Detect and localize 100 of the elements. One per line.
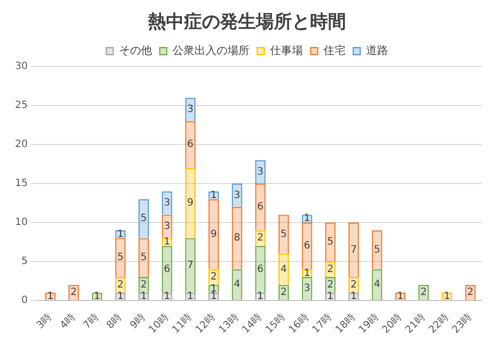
data-label: 2 — [210, 272, 217, 283]
x-tick-label: 10時 — [146, 311, 171, 336]
legend-label: 住宅 — [323, 44, 346, 57]
data-label: 7 — [350, 244, 357, 256]
y-tick-label: 30 — [14, 61, 28, 72]
x-tick-label: 22時 — [426, 311, 451, 336]
data-label: 8 — [234, 232, 240, 244]
bar — [185, 238, 196, 293]
data-label: 1 — [117, 228, 124, 240]
data-label: 2 — [420, 286, 427, 298]
x-tick-label: 4時 — [58, 311, 78, 332]
data-label: 6 — [257, 202, 264, 212]
bar — [278, 214, 289, 254]
data-label: 6 — [304, 240, 310, 252]
bar — [255, 184, 266, 230]
x-tick-label: 8時 — [104, 311, 124, 332]
data-label: 5 — [140, 213, 147, 224]
data-label: 2 — [140, 279, 147, 290]
bar — [138, 238, 149, 278]
data-label: 1 — [210, 190, 217, 201]
data-label: 1 — [304, 213, 310, 224]
data-label: 2 — [257, 232, 264, 244]
data-label: 2 — [350, 279, 357, 290]
bar — [372, 230, 382, 270]
data-label: 4 — [374, 279, 380, 290]
bar — [185, 168, 196, 238]
data-label: 5 — [327, 236, 334, 248]
data-label: 4 — [234, 279, 240, 290]
data-label: 4 — [280, 264, 287, 275]
x-tick-label: 15時 — [263, 311, 288, 336]
x-tick-label: 12時 — [193, 311, 218, 336]
data-label: 1 — [187, 290, 194, 302]
data-label: 6 — [164, 264, 170, 275]
x-tick-label: 14時 — [240, 311, 264, 336]
data-label: 3 — [257, 166, 264, 178]
data-label: 5 — [280, 228, 287, 240]
data-label: 5 — [374, 244, 380, 256]
data-label: 1 — [257, 290, 264, 302]
bar — [115, 238, 126, 278]
data-label: 1 — [210, 290, 217, 302]
data-label: 2 — [327, 279, 334, 290]
data-label: 3 — [234, 190, 240, 201]
y-tick-label: 0 — [21, 295, 28, 306]
x-tick-label: 3時 — [34, 311, 54, 332]
y-tick-label: 20 — [14, 139, 28, 150]
data-label: 2 — [117, 279, 124, 290]
x-tick-label: 11時 — [170, 311, 194, 336]
x-tick-label: 9時 — [128, 311, 148, 332]
bar — [138, 199, 149, 238]
data-label: 3 — [164, 220, 170, 232]
data-label: 1 — [164, 290, 170, 302]
data-label: 5 — [140, 252, 147, 264]
data-label: 2 — [327, 264, 334, 275]
data-label: 9 — [187, 198, 194, 209]
data-label: 2 — [70, 286, 77, 298]
chart-title: 熱中症の発生場所と時間 — [147, 11, 346, 32]
x-tick-label: 21時 — [403, 311, 428, 336]
x-tick-label: 19時 — [356, 311, 381, 336]
legend-label: 道路 — [366, 44, 388, 57]
data-label: 1 — [47, 290, 54, 302]
bar — [185, 121, 196, 168]
data-label: 1 — [117, 290, 124, 302]
x-tick-label: 23時 — [450, 311, 474, 336]
data-label: 6 — [187, 139, 194, 150]
data-label: 9 — [210, 228, 217, 240]
bar — [255, 246, 266, 293]
x-tick-label: 7時 — [80, 311, 102, 332]
bar — [162, 246, 172, 293]
legend-label: その他 — [118, 44, 152, 57]
data-label: 2 — [467, 286, 474, 298]
x-tick-label: 17時 — [310, 311, 334, 336]
data-label: 1 — [397, 290, 404, 302]
legend-label: 仕事場 — [270, 44, 303, 57]
bar — [302, 222, 312, 270]
bar — [208, 199, 219, 270]
legend-label: 公衆出入の場所 — [172, 44, 250, 57]
y-tick-label: 5 — [21, 256, 28, 268]
data-label: 6 — [257, 264, 264, 275]
bar — [325, 222, 336, 262]
data-label: 3 — [164, 198, 170, 209]
bar — [232, 206, 242, 270]
data-label: 1 — [94, 290, 100, 302]
bar — [348, 222, 359, 278]
x-tick-label: 20時 — [380, 311, 404, 336]
data-label: 1 — [304, 268, 310, 279]
data-label: 3 — [304, 283, 310, 294]
data-label: 3 — [187, 104, 194, 116]
y-tick-label: 15 — [14, 178, 28, 190]
data-label: 1 — [350, 290, 357, 302]
data-label: 2 — [280, 286, 287, 298]
data-label: 1 — [444, 290, 450, 302]
data-label: 5 — [117, 252, 124, 264]
x-tick-label: 16時 — [286, 311, 311, 336]
data-label: 1 — [140, 290, 147, 302]
data-label: 1 — [164, 236, 170, 248]
data-label: 7 — [187, 260, 194, 271]
x-tick-label: 13時 — [216, 311, 241, 336]
y-tick-label: 10 — [14, 217, 28, 228]
data-label: 1 — [327, 290, 334, 302]
y-tick-label: 25 — [14, 100, 28, 112]
